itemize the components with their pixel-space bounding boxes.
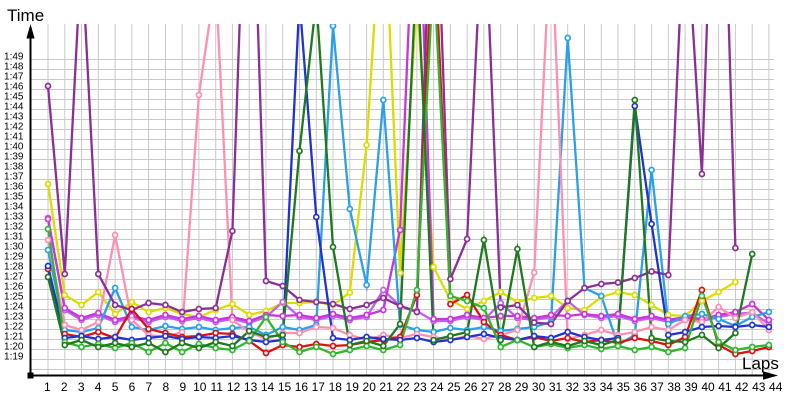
svg-text:1:26: 1:26 [4, 281, 24, 292]
svg-text:8: 8 [163, 380, 170, 394]
svg-text:1:38: 1:38 [4, 161, 24, 172]
svg-text:26: 26 [464, 380, 478, 394]
svg-text:32: 32 [566, 380, 580, 394]
svg-text:1:33: 1:33 [4, 211, 24, 222]
svg-text:Laps: Laps [742, 354, 779, 373]
svg-text:3: 3 [78, 380, 85, 394]
svg-text:41: 41 [718, 380, 732, 394]
svg-text:17: 17 [312, 380, 326, 394]
svg-text:28: 28 [498, 380, 512, 394]
svg-text:1:35: 1:35 [4, 191, 24, 202]
svg-text:44: 44 [769, 380, 783, 394]
svg-text:42: 42 [735, 380, 749, 394]
svg-text:18: 18 [329, 380, 343, 394]
svg-text:29: 29 [515, 380, 529, 394]
svg-text:1:22: 1:22 [4, 321, 24, 332]
svg-text:1:36: 1:36 [4, 181, 24, 192]
svg-text:1:30: 1:30 [4, 241, 24, 252]
svg-text:4: 4 [95, 380, 102, 394]
svg-text:1:31: 1:31 [4, 231, 24, 242]
svg-text:34: 34 [600, 380, 614, 394]
svg-text:38: 38 [667, 380, 681, 394]
svg-text:1:42: 1:42 [4, 121, 24, 132]
svg-text:16: 16 [295, 380, 309, 394]
svg-text:25: 25 [447, 380, 461, 394]
svg-text:37: 37 [650, 380, 664, 394]
svg-text:21: 21 [379, 380, 393, 394]
svg-text:9: 9 [179, 380, 186, 394]
svg-text:1: 1 [44, 380, 51, 394]
svg-text:1:44: 1:44 [4, 101, 24, 112]
svg-text:14: 14 [261, 380, 275, 394]
svg-text:27: 27 [481, 380, 495, 394]
svg-text:1:45: 1:45 [4, 91, 24, 102]
svg-text:13: 13 [244, 380, 258, 394]
svg-text:7: 7 [146, 380, 153, 394]
svg-text:43: 43 [752, 380, 766, 394]
svg-text:1:27: 1:27 [4, 271, 24, 282]
svg-text:1:25: 1:25 [4, 291, 24, 302]
svg-text:1:47: 1:47 [4, 71, 24, 82]
svg-text:1:20: 1:20 [4, 341, 24, 352]
svg-text:35: 35 [617, 380, 631, 394]
svg-text:1:41: 1:41 [4, 131, 24, 142]
svg-text:15: 15 [278, 380, 292, 394]
svg-text:1:48: 1:48 [4, 61, 24, 72]
svg-text:1:40: 1:40 [4, 141, 24, 152]
svg-text:1:34: 1:34 [4, 201, 24, 212]
svg-text:40: 40 [701, 380, 715, 394]
svg-text:30: 30 [532, 380, 546, 394]
svg-text:11: 11 [210, 380, 223, 394]
svg-text:10: 10 [193, 380, 207, 394]
svg-text:1:46: 1:46 [4, 81, 24, 92]
svg-text:5: 5 [112, 380, 119, 394]
svg-text:1:37: 1:37 [4, 171, 24, 182]
svg-text:36: 36 [634, 380, 648, 394]
svg-text:Time: Time [7, 6, 44, 25]
svg-text:1:23: 1:23 [4, 311, 24, 322]
svg-text:1:21: 1:21 [4, 331, 24, 342]
svg-text:2: 2 [61, 380, 68, 394]
svg-text:31: 31 [549, 380, 563, 394]
svg-text:1:24: 1:24 [4, 301, 24, 312]
svg-text:33: 33 [583, 380, 597, 394]
svg-text:1:28: 1:28 [4, 261, 24, 272]
svg-text:39: 39 [684, 380, 698, 394]
svg-text:22: 22 [396, 380, 410, 394]
svg-text:23: 23 [413, 380, 427, 394]
svg-text:24: 24 [430, 380, 444, 394]
svg-text:1:19: 1:19 [4, 351, 24, 362]
svg-text:12: 12 [227, 380, 241, 394]
svg-text:1:29: 1:29 [4, 251, 24, 262]
svg-text:19: 19 [346, 380, 360, 394]
svg-text:1:32: 1:32 [4, 221, 24, 232]
svg-text:6: 6 [129, 380, 136, 394]
svg-text:1:39: 1:39 [4, 151, 24, 162]
svg-text:1:49: 1:49 [4, 51, 24, 62]
svg-text:1:43: 1:43 [4, 111, 24, 122]
svg-text:20: 20 [363, 380, 377, 394]
